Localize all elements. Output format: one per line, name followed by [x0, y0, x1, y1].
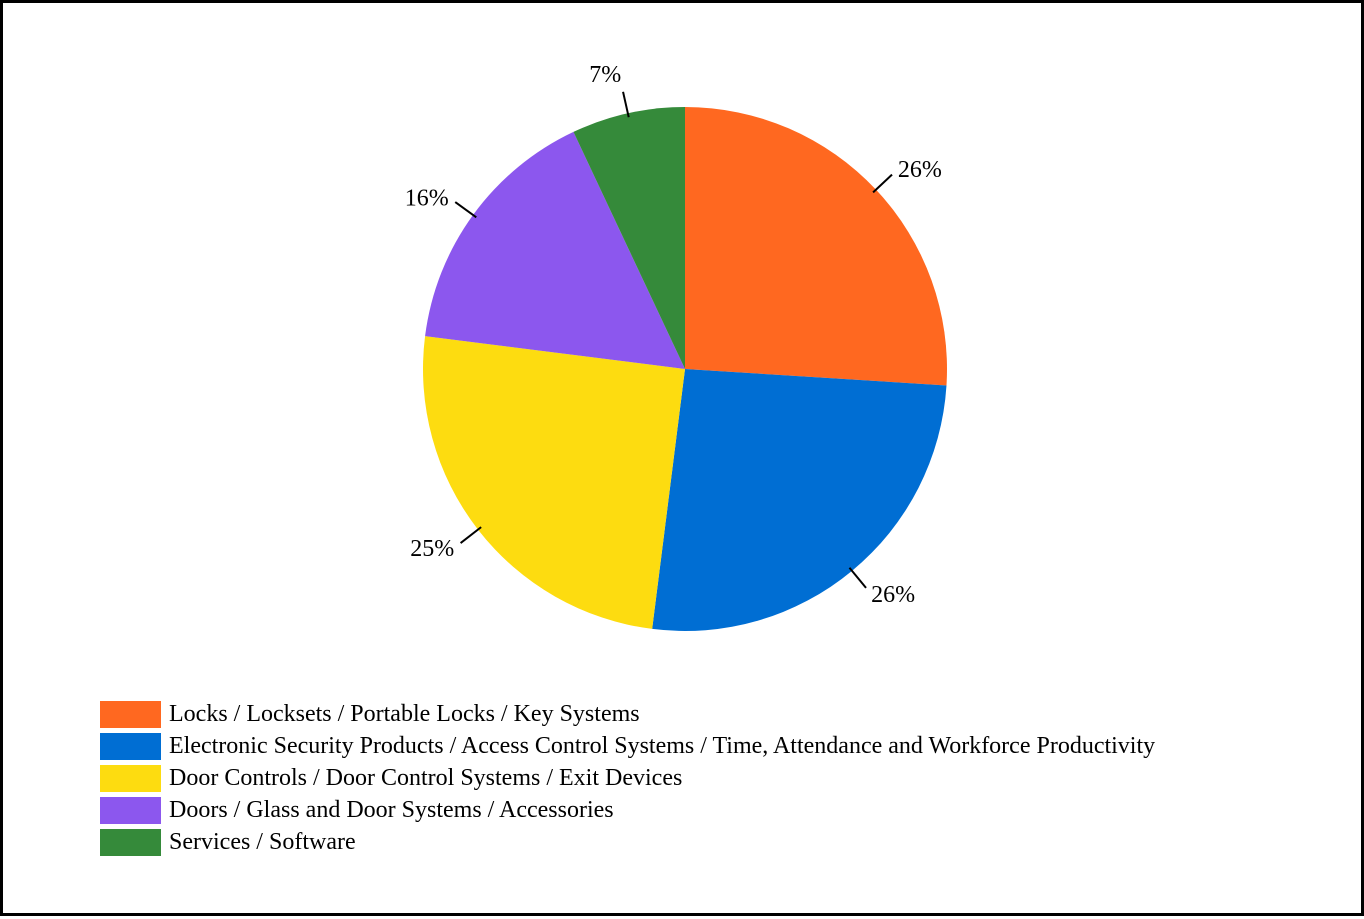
legend-swatch [100, 700, 161, 728]
legend-label: Electronic Security Products / Access Co… [169, 732, 1156, 759]
slice-label: 26% [871, 582, 915, 608]
legend-label: Locks / Locksets / Portable Locks / Key … [169, 700, 640, 727]
legend-item: Electronic Security Products / Access Co… [100, 730, 1155, 762]
leader-line [872, 173, 893, 194]
leader-line [454, 201, 477, 219]
legend-item: Services / Software [100, 826, 1155, 858]
pie-slice [422, 336, 685, 629]
legend-swatch [100, 796, 161, 824]
legend-item: Locks / Locksets / Portable Locks / Key … [100, 698, 1155, 730]
leader-line [459, 526, 482, 544]
legend-swatch [100, 828, 161, 856]
slice-label: 7% [589, 62, 621, 88]
leader-line [848, 567, 867, 589]
chart-legend: Locks / Locksets / Portable Locks / Key … [100, 698, 1155, 858]
legend-label: Door Controls / Door Control Systems / E… [169, 764, 683, 791]
legend-item: Door Controls / Door Control Systems / E… [100, 762, 1155, 794]
legend-item: Doors / Glass and Door Systems / Accesso… [100, 794, 1155, 826]
legend-swatch [100, 732, 161, 760]
pie-slice [573, 107, 685, 369]
leader-line [622, 91, 630, 118]
legend-label: Services / Software [169, 828, 356, 855]
pie-slice [685, 107, 948, 386]
slice-label: 26% [898, 157, 942, 183]
legend-swatch [100, 764, 161, 792]
pie-chart: 26% 26% 25% 16% 7% [405, 62, 948, 631]
pie-slice [425, 131, 685, 369]
slice-label: 25% [410, 536, 454, 562]
pie-slice [652, 369, 947, 631]
slice-label: 16% [405, 185, 449, 211]
legend-label: Doors / Glass and Door Systems / Accesso… [169, 796, 614, 823]
